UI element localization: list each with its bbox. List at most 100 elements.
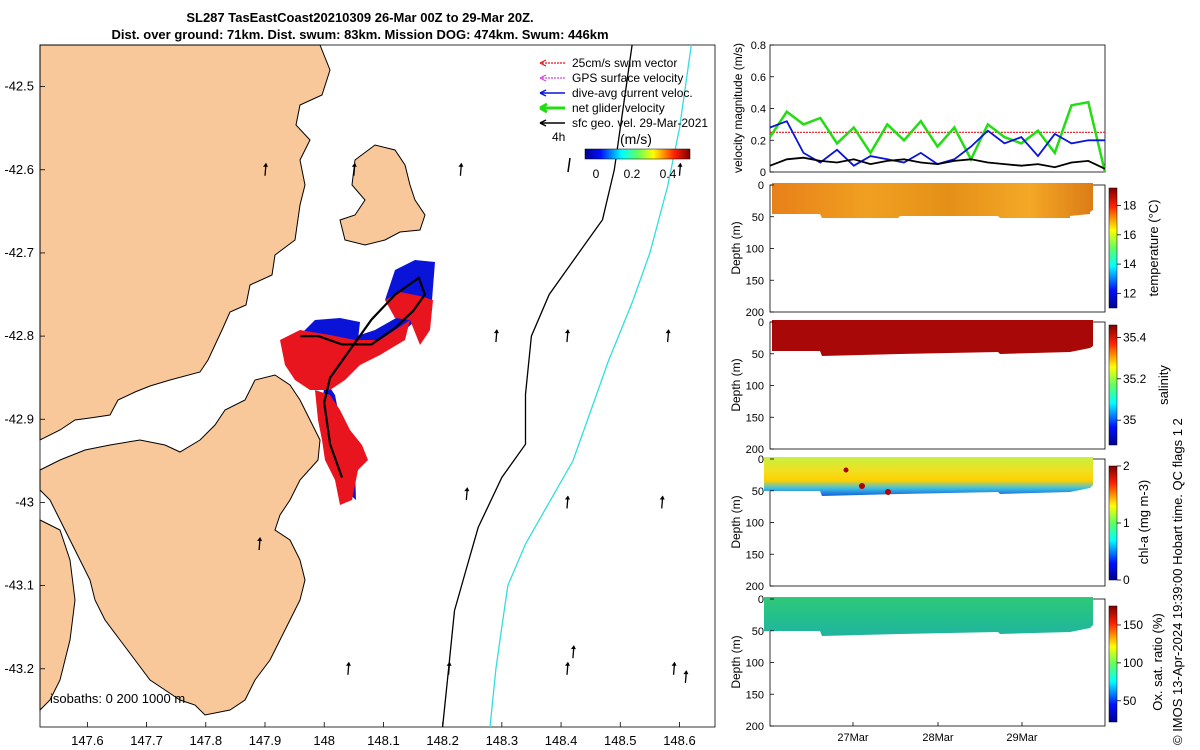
temperature-colorbar [1108, 187, 1118, 309]
oxygen-colorbar [1108, 605, 1118, 723]
arrowhead-icon [539, 74, 547, 82]
colorbar-tick-label: 2 [1123, 459, 1130, 473]
temperature-field [772, 183, 1093, 218]
age-label: 4h [552, 130, 565, 144]
oxygen-colorbar-ticks: 50 100 150 [1117, 618, 1143, 708]
depth-tick-label: 200 [746, 307, 764, 319]
velocity-y-tick-label: 0.6 [751, 72, 766, 84]
depth-tick-label: 150 [746, 275, 764, 287]
map-y-tick-label: -42.8 [4, 328, 34, 343]
colorbar-tick-label: 35 [1123, 413, 1137, 427]
legend-item-swim-vector: 25cm/s swim vector [539, 56, 677, 70]
time-x-axis: 27Mar 28Mar 29Mar [837, 722, 1038, 744]
sfc-geo-arrowhead [677, 162, 683, 167]
red-fan-northeast [385, 292, 433, 345]
isobath-200m [441, 44, 633, 728]
depth-label: Depth (m) [729, 358, 743, 411]
depth-tick-label: 200 [746, 581, 764, 593]
map-y-axis: -42.5 -42.6 -42.7 -42.8 -42.9 -43 -43.1 -43.2 [4, 79, 45, 676]
legend-item-dive-avg: dive-avg current veloc. [539, 86, 693, 100]
colorbar-tick-label: 35.2 [1123, 372, 1147, 386]
map-x-tick-label: 147.9 [249, 733, 282, 748]
depth-tick-label: 50 [752, 486, 764, 498]
map-x-tick-label: 148.3 [486, 733, 519, 748]
colorbar-tick: 0 [593, 167, 600, 181]
velocity-series-line [769, 156, 1106, 170]
depth-tick-label: 0 [758, 180, 764, 192]
legend-label: dive-avg current veloc. [572, 86, 693, 100]
salinity-colorbar [1108, 324, 1118, 446]
chlorophyll-high-point [843, 467, 849, 473]
chlorophyll-colorbar-label: chl-a (mg m-3) [1136, 480, 1151, 565]
map-x-tick-label: 147.8 [190, 733, 223, 748]
depth-tick-label: 0 [758, 454, 764, 466]
sfc-geo-arrowhead [446, 661, 452, 666]
colorbar-tick: 0.2 [624, 167, 641, 181]
sfc-geo-velocity-arrows [257, 162, 689, 684]
velocity-panel: 0 0.2 0.4 0.6 0.8 velocity magnitude (m/s) [731, 40, 1107, 179]
oxygen-panel: 0 50 100 150 200 27Mar 28Mar 29Mar Depth (m) 5… [729, 594, 1165, 744]
velocity-ylabel: velocity magnitude (m/s) [731, 43, 745, 173]
legend-item-sfc-geo: sfc geo. vel. 29-Mar-2021 [539, 116, 708, 130]
map-x-tick-label: 148.6 [663, 733, 696, 748]
depth-tick-label: 50 [752, 212, 764, 224]
salinity-field [772, 320, 1093, 356]
sfc-geo-arrowhead [345, 661, 351, 666]
western-land-lower [39, 519, 76, 712]
southern-peninsula [39, 374, 321, 716]
colorbar-tick-label: 150 [1123, 618, 1143, 632]
oxygen-y-axis: 0 50 100 150 200 [746, 594, 774, 733]
map-x-tick-label: 148 [313, 733, 335, 748]
sfc-geo-arrowhead [683, 670, 689, 675]
sfc-geo-arrowhead [458, 162, 464, 167]
map-y-tick-label: -43 [15, 494, 34, 509]
age-arrow-icon [567, 157, 571, 173]
freycinet-upper-island [339, 144, 426, 246]
colorbar-tick-label: 18 [1123, 199, 1137, 213]
temperature-y-axis: 0 50 100 150 200 [746, 180, 774, 319]
sfc-geo-arrowhead [493, 329, 499, 334]
map-x-tick-label: 148.5 [604, 733, 637, 748]
oxygen-colorbar-label: Ox. sat. ratio (%) [1150, 613, 1165, 711]
colorbar-tick-label: 16 [1123, 228, 1137, 242]
legend-label: 25cm/s swim vector [572, 56, 677, 70]
map-x-tick-label: 147.7 [130, 733, 163, 748]
arrowhead-icon [539, 59, 547, 67]
chlorophyll-y-axis: 0 50 100 150 200 [746, 454, 774, 593]
chart-title-line2: Dist. over ground: 71km. Dist. swum: 83k… [111, 27, 609, 42]
depth-tick-label: 200 [746, 721, 764, 733]
colorbar-tick-label: 12 [1123, 286, 1137, 300]
imos-credit: © IMOS 13-Apr-2024 19:39:00 Hobart time.… [1170, 418, 1185, 745]
legend-item-net-velocity: net glider velocity [539, 101, 665, 115]
tasmania-mainland [39, 44, 331, 441]
salinity-y-axis: 0 50 100 150 200 [746, 317, 774, 456]
oxygen-field [764, 597, 1093, 636]
red-fan-south [315, 390, 368, 505]
velocity-series [768, 100, 1107, 173]
sfc-geo-arrowhead [351, 162, 357, 167]
depth-tick-label: 100 [746, 518, 764, 530]
sfc-geo-arrowhead [464, 487, 470, 492]
sfc-geo-arrowhead [564, 329, 570, 334]
map-y-tick-label: -42.5 [4, 79, 34, 94]
colorbar-tick: 0.4 [660, 167, 677, 181]
velocity-y-axis: 0 0.2 0.4 0.6 0.8 [751, 40, 774, 179]
depth-label: Depth (m) [729, 495, 743, 548]
glider-track [300, 276, 427, 478]
arrowhead-icon [539, 119, 547, 127]
chart-title-line1: SL287 TasEastCoast20210309 26-Mar 00Z to… [186, 10, 534, 25]
chlorophyll-high-point [859, 483, 865, 489]
speed-colorbar [584, 148, 691, 160]
depth-tick-label: 150 [746, 689, 764, 701]
legend-label: GPS surface velocity [572, 71, 683, 85]
land-masses [39, 44, 426, 716]
velocity-y-tick-label: 0.8 [751, 40, 766, 52]
time-tick-label: 27Mar [837, 732, 869, 744]
arrowhead-icon [539, 89, 547, 97]
sfc-geo-arrowhead [257, 537, 263, 542]
colorbar-tick-label: 35.4 [1123, 330, 1147, 344]
depth-tick-label: 150 [746, 549, 764, 561]
time-tick-label: 29Mar [1006, 732, 1038, 744]
colorbar-tick-label: 50 [1123, 694, 1137, 708]
